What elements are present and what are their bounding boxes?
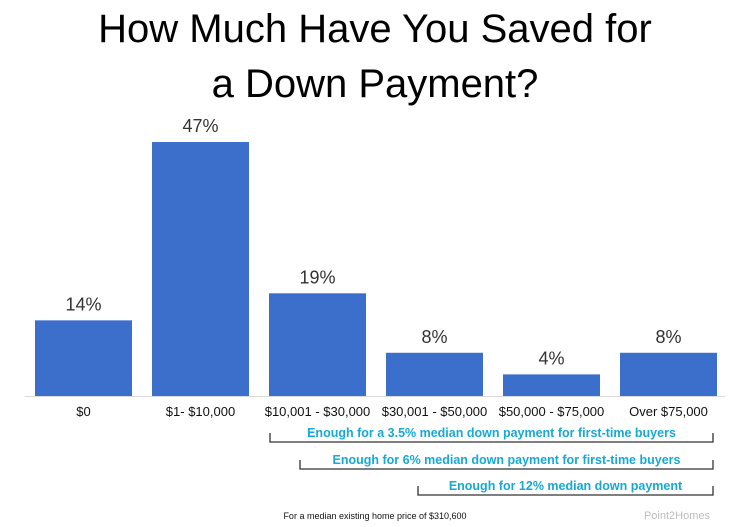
bar-5 — [620, 352, 717, 396]
watermark: Point2Homes — [644, 510, 711, 522]
value-label-5: 8% — [655, 327, 681, 347]
bar-3 — [386, 352, 483, 396]
category-labels: $0 $1- $10,000 $10,001 - $30,000 $30,001 - … — [76, 404, 708, 419]
chart-title-line-1: How Much Have You Saved for — [98, 7, 652, 51]
range-brackets: Enough for a 3.5% median down payment fo… — [269, 426, 714, 496]
bar-2 — [269, 293, 366, 396]
bar-4 — [503, 374, 600, 396]
bracket-line-0 — [269, 433, 714, 443]
bracket-label-0: Enough for a 3.5% median down payment fo… — [307, 426, 676, 440]
bar-1 — [152, 142, 249, 396]
value-label-3: 8% — [421, 327, 447, 347]
category-label-3: $30,001 - $50,000 — [382, 404, 488, 419]
bracket-label-2: Enough for 12% median down payment — [449, 479, 683, 493]
value-label-4: 4% — [538, 348, 564, 368]
bracket-line-2 — [417, 486, 714, 496]
value-labels: 14% 47% 19% 8% 4% 8% — [65, 116, 681, 368]
value-label-0: 14% — [65, 294, 101, 314]
value-label-2: 19% — [299, 267, 335, 287]
category-label-2: $10,001 - $30,000 — [265, 404, 371, 419]
chart-title: How Much Have You Saved for a Down Payme… — [98, 7, 652, 106]
bar-0 — [35, 320, 132, 396]
value-label-1: 47% — [182, 116, 218, 136]
category-label-1: $1- $10,000 — [166, 404, 235, 419]
bracket-label-1: Enough for 6% median down payment for fi… — [333, 453, 681, 467]
bar-series — [35, 142, 717, 396]
category-label-0: $0 — [76, 404, 90, 419]
bracket-line-1 — [299, 460, 714, 470]
chart-title-line-2: a Down Payment? — [212, 62, 539, 106]
category-label-4: $50,000 - $75,000 — [499, 404, 605, 419]
footnote: For a median existing home price of $310… — [283, 511, 466, 521]
category-label-5: Over $75,000 — [629, 404, 708, 419]
